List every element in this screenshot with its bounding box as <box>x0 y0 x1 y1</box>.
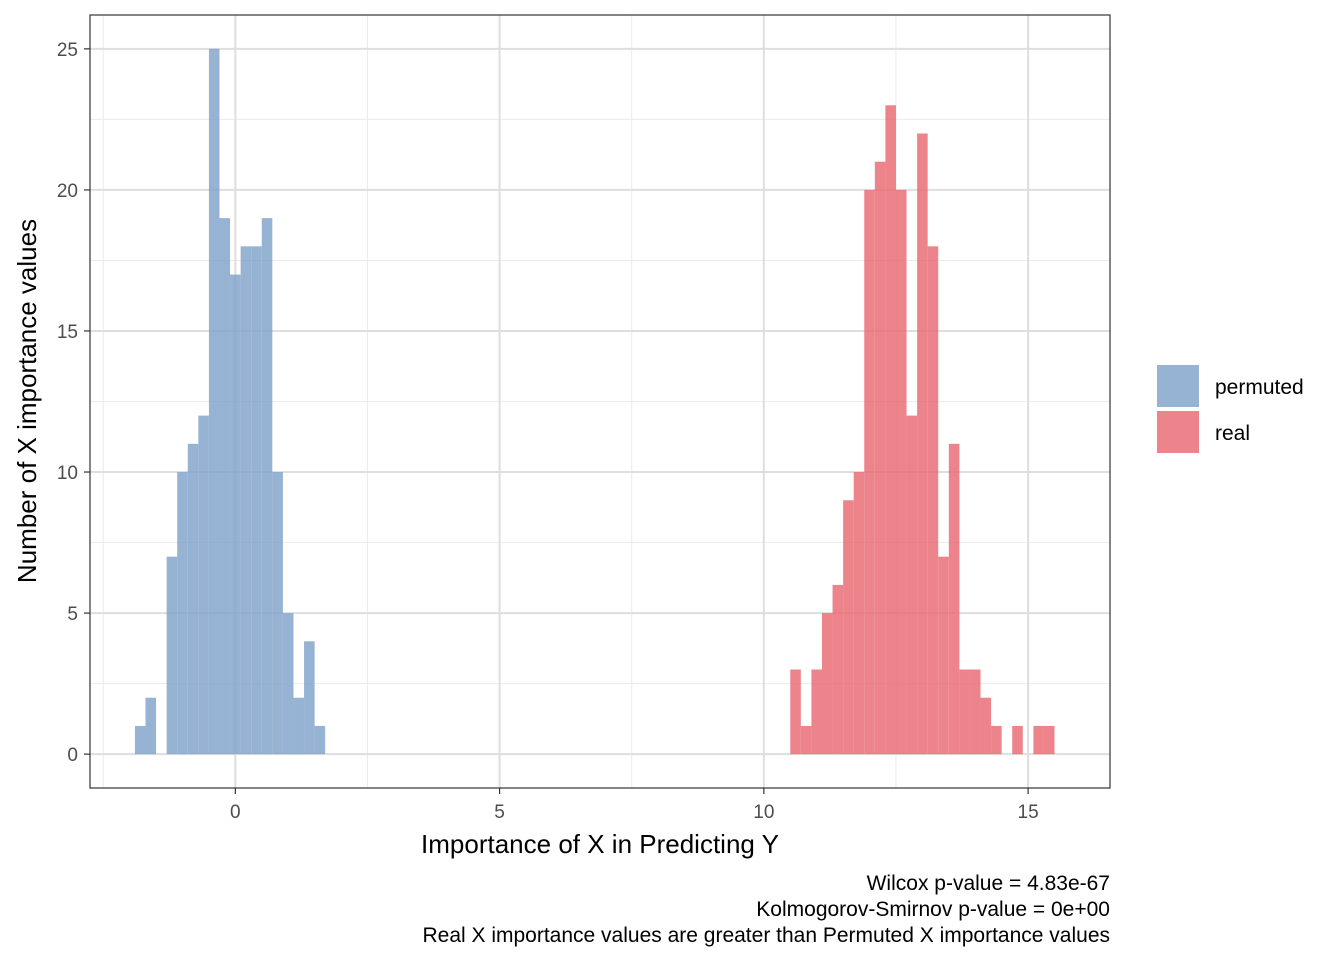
legend-key-permuted <box>1157 365 1199 407</box>
bar-permuted <box>134 725 146 755</box>
bar-real <box>864 189 875 755</box>
bar-real <box>980 697 992 755</box>
bar-permuted <box>166 556 178 755</box>
bar-real <box>1043 725 1055 755</box>
bar-real <box>821 613 833 755</box>
bar-real <box>938 556 949 755</box>
bar-real <box>800 725 812 755</box>
x-tick-label: 5 <box>494 802 505 823</box>
legend-label-permuted: permuted <box>1215 376 1304 399</box>
bar-permuted <box>208 48 220 755</box>
caption-line-1: Wilcox p-value = 4.83e-67 <box>867 872 1110 895</box>
legend: permuted real <box>1157 365 1304 453</box>
bar-permuted <box>251 246 262 755</box>
bar-real <box>927 246 939 755</box>
y-tick-label: 15 <box>57 322 78 343</box>
bar-real <box>959 669 970 755</box>
bar-real <box>874 161 886 755</box>
caption: Wilcox p-value = 4.83e-67 Kolmogorov-Smi… <box>422 872 1110 947</box>
bar-real <box>991 725 1002 755</box>
bar-real <box>811 669 822 755</box>
bar-real <box>853 472 865 755</box>
bar-real <box>906 415 918 755</box>
bar-permuted <box>177 472 188 755</box>
y-tick-label: 20 <box>57 181 78 202</box>
caption-line-3: Real X importance values are greater tha… <box>422 924 1110 947</box>
bar-permuted <box>240 246 252 755</box>
bar-permuted <box>261 218 273 755</box>
bar-real <box>1033 725 1044 755</box>
plot-panel-border <box>89 14 1111 789</box>
x-tick-label: 0 <box>230 802 241 823</box>
bar-permuted <box>145 697 157 755</box>
bar-real <box>895 189 907 755</box>
bar-permuted <box>293 697 305 755</box>
y-axis-title: Number of X importance values <box>12 219 42 583</box>
x-tick-label: 15 <box>1018 802 1039 823</box>
y-tick-label: 25 <box>57 40 78 61</box>
bar-real <box>948 443 960 755</box>
bar-permuted <box>198 415 209 755</box>
bar-real <box>832 584 844 755</box>
legend-key-real <box>1157 411 1199 453</box>
caption-line-2: Kolmogorov-Smirnov p-value = 0e+00 <box>756 898 1110 921</box>
bar-real <box>790 669 801 755</box>
bar-real <box>969 669 981 755</box>
bar-permuted <box>230 274 241 755</box>
bar-permuted <box>187 443 199 755</box>
y-tick-label: 0 <box>67 745 78 766</box>
bar-permuted <box>304 641 315 755</box>
histogram-bars <box>134 48 1055 755</box>
axis-ticks: 0 5 10 15 0 5 10 15 20 25 <box>57 40 1039 823</box>
bar-permuted <box>272 472 283 755</box>
x-axis-title: Importance of X in Predicting Y <box>421 829 779 859</box>
bar-permuted <box>282 613 294 755</box>
bar-real <box>843 500 854 755</box>
y-tick-label: 10 <box>57 463 78 484</box>
bar-real <box>1012 725 1023 755</box>
bar-permuted <box>219 218 231 755</box>
bar-permuted <box>314 725 326 755</box>
bar-real <box>885 105 896 755</box>
legend-label-real: real <box>1215 422 1250 445</box>
bar-real <box>917 133 928 755</box>
x-tick-label: 10 <box>753 802 774 823</box>
y-tick-label: 5 <box>67 604 78 625</box>
